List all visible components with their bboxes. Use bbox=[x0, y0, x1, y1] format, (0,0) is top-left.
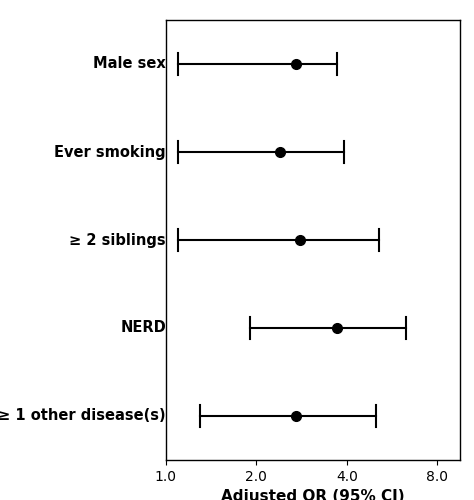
Text: NERD: NERD bbox=[120, 320, 166, 336]
Text: ≥ 1 other disease(s): ≥ 1 other disease(s) bbox=[0, 408, 166, 424]
Point bbox=[292, 60, 300, 68]
Text: ≥ 2 siblings: ≥ 2 siblings bbox=[69, 232, 166, 248]
Point bbox=[292, 412, 300, 420]
Text: Ever smoking: Ever smoking bbox=[55, 144, 166, 160]
Point bbox=[333, 324, 340, 332]
Text: Male sex: Male sex bbox=[93, 56, 166, 72]
Point bbox=[276, 148, 284, 156]
Point bbox=[297, 236, 304, 244]
X-axis label: Adjusted OR (95% CI): Adjusted OR (95% CI) bbox=[221, 490, 405, 500]
